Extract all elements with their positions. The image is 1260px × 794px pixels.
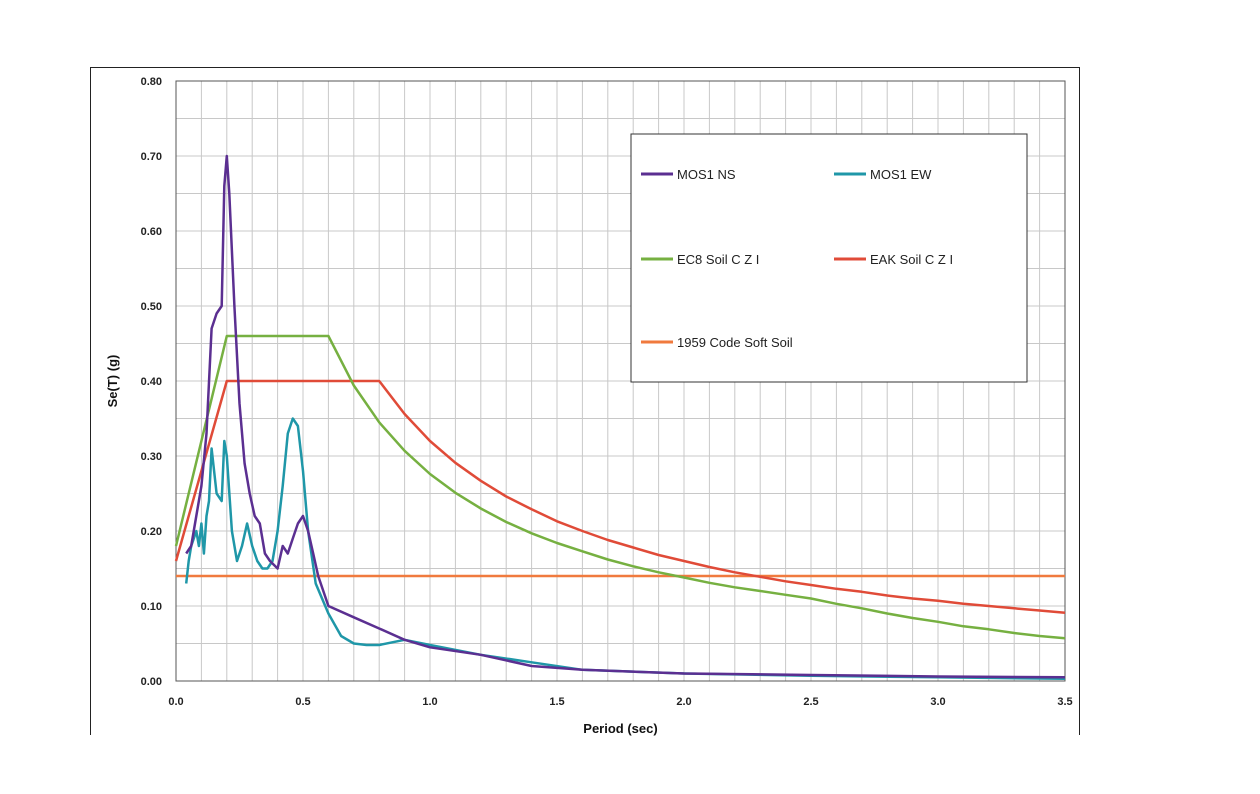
legend-box: [630, 133, 1028, 383]
y-tick-label: 0.60: [141, 226, 162, 238]
series-line-mos1-ew: [184, 417, 1066, 681]
legend-label: EC8 Soil C Z I: [677, 252, 759, 267]
y-tick-label: 0.20: [141, 526, 162, 538]
legend-label: MOS1 NS: [677, 167, 736, 182]
x-tick-label: 3.0: [930, 696, 945, 708]
y-axis-title: Se(T) (g): [105, 355, 120, 408]
x-tick-label: 0.0: [168, 696, 183, 708]
y-tick-label: 0.50: [141, 301, 162, 313]
legend-label: MOS1 EW: [870, 167, 932, 182]
legend: MOS1 NS MOS1 EW EC8 Soil C Z I EAK Soil C Z…: [630, 133, 1028, 383]
y-tick-label: 0.40: [141, 376, 162, 388]
series-lines: [174, 154, 1066, 681]
legend-label: EAK Soil C Z I: [870, 252, 953, 267]
x-tick-label: 2.5: [803, 696, 818, 708]
y-tick-label: 0.10: [141, 601, 162, 613]
x-tick-label: 2.0: [676, 696, 691, 708]
x-tick-label: 1.5: [549, 696, 564, 708]
y-tick-label: 0.30: [141, 451, 162, 463]
series-line-ec8-soil-c-z-i: [174, 334, 1066, 640]
y-tick-label: 0.70: [141, 151, 162, 163]
legend-label: 1959 Code Soft Soil: [677, 335, 793, 350]
y-tick-labels: 0.00 0.10 0.20 0.30 0.40 0.50 0.60 0.70 0.80: [141, 76, 162, 688]
x-tick-labels: 0.0 0.5 1.0 1.5 2.0 2.5 3.0 3.5: [168, 696, 1072, 708]
x-tick-label: 3.5: [1057, 696, 1072, 708]
series-line-mos1-ns: [185, 154, 1066, 679]
y-tick-label: 0.80: [141, 76, 162, 88]
x-tick-label: 1.0: [422, 696, 437, 708]
y-tick-label: 0.00: [141, 676, 162, 688]
plot-area-border: [175, 80, 1066, 682]
x-tick-label: 0.5: [295, 696, 310, 708]
series-line-eak-soil-c-z-i: [174, 379, 1066, 615]
x-axis-title: Period (sec): [583, 721, 657, 736]
